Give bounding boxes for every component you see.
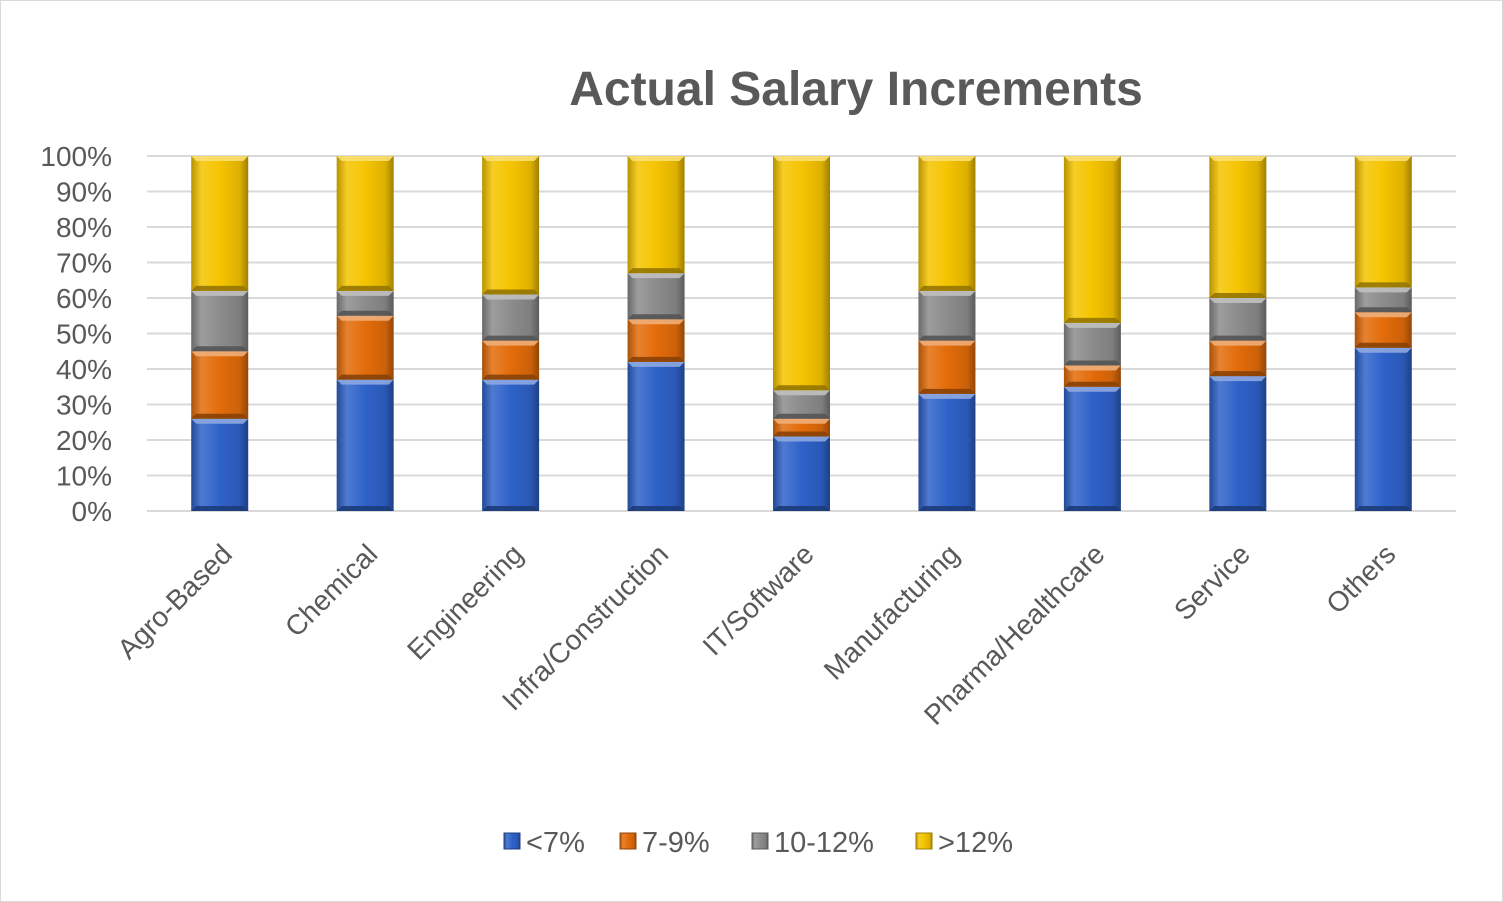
bar-segment-infra-construction-7-9pct [627,319,685,362]
bar-segment-chemical-7-9pct [336,315,394,380]
bar-segment-others-10-12pct [1354,287,1412,313]
legend-label: 10-12% [774,827,874,859]
bar-stack-chemical [336,156,394,511]
bar-segment-others-7-9pct [1354,312,1412,348]
bar-segment-infra-construction-over-12pct [627,156,685,274]
y-tick-label: 70% [56,248,112,279]
bar-segment-engineering-7-9pct [482,340,540,380]
bar-segment-manufacturing-under-7pct [918,393,976,511]
legend-swatch [915,832,933,850]
legend-swatch [619,832,637,850]
bar-stack-agro-based [191,156,249,511]
x-tick-label: Others [1320,538,1401,619]
bar-stack-engineering [482,156,540,511]
y-tick-label: 20% [56,425,112,456]
legend-label: <7% [526,827,585,859]
y-axis: 0% 10% 20% 30% 40% 50% 60% 70% 80% 90% 100% [40,141,112,527]
y-tick-label: 50% [56,319,112,350]
legend-item-10-12pct: 10-12% [751,827,874,859]
bar-segment-agro-based-7-9pct [191,351,249,419]
bars [191,156,1412,511]
bar-segment-chemical-10-12pct [336,290,394,316]
x-tick-label: Engineering [401,538,529,666]
legend-swatch [751,832,769,850]
y-tick-label: 10% [56,461,112,492]
bar-segment-engineering-10-12pct [482,294,540,341]
y-tick-label: 100% [40,141,112,172]
legend-item-over-12pct: >12% [915,827,1013,859]
x-tick-label: IT/Software [697,538,820,661]
x-tick-label: Manufacturing [818,538,965,685]
bar-segment-it-software-over-12pct [773,156,830,391]
bar-segment-pharma-healthcare-over-12pct [1063,156,1121,323]
bar-segment-engineering-over-12pct [482,156,540,295]
chart-title: Actual Salary Increments [569,63,1143,116]
bar-segment-others-under-7pct [1354,347,1412,511]
bar-stack-manufacturing [918,156,976,511]
bar-stack-it-software [773,156,830,511]
bar-segment-agro-based-under-7pct [191,418,249,511]
x-tick-label: Agro-Based [111,538,237,664]
bar-segment-manufacturing-over-12pct [918,156,976,291]
bar-segment-it-software-7-9pct [773,418,830,437]
bar-segment-agro-based-over-12pct [191,156,249,291]
bar-segment-it-software-under-7pct [773,436,830,511]
x-axis: Agro-Based Chemical EngineeringInfra/Const… [111,538,1401,730]
bar-segment-manufacturing-7-9pct [918,340,976,394]
bar-segment-agro-based-10-12pct [191,290,249,352]
x-tick-label: Service [1168,538,1256,626]
bar-segment-others-over-12pct [1354,156,1412,288]
bar-segment-manufacturing-10-12pct [918,290,976,341]
bar-segment-service-7-9pct [1209,340,1267,377]
y-tick-label: 0% [72,496,112,527]
bar-segment-service-over-12pct [1209,156,1267,298]
bar-segment-infra-construction-10-12pct [627,273,685,320]
bar-segment-pharma-healthcare-under-7pct [1063,386,1121,511]
y-tick-label: 90% [56,177,112,208]
bar-segment-infra-construction-under-7pct [627,361,685,511]
y-tick-label: 40% [56,354,112,385]
bar-segment-service-10-12pct [1209,298,1267,341]
bar-segment-pharma-healthcare-10-12pct [1063,322,1121,366]
bar-stack-infra-construction [627,156,685,511]
legend-item-7-9pct: 7-9% [619,827,710,859]
bar-segment-chemical-under-7pct [336,379,394,511]
legend-label: >12% [938,827,1013,859]
bar-segment-it-software-10-12pct [773,390,830,419]
bar-stack-others [1354,156,1412,511]
bar-segment-pharma-healthcare-7-9pct [1063,365,1121,387]
x-tick-label: Chemical [279,538,383,642]
y-tick-label: 80% [56,212,112,243]
bar-stack-service [1209,156,1267,511]
bar-segment-chemical-over-12pct [336,156,394,291]
y-tick-label: 30% [56,390,112,421]
bar-segment-engineering-under-7pct [482,379,540,511]
legend: <7% 7-9% 10-12% >12% [503,827,1013,859]
legend-item-under-7pct: <7% [503,827,585,859]
legend-label: 7-9% [642,827,710,859]
y-tick-label: 60% [56,283,112,314]
bar-stack-pharma-healthcare [1063,156,1121,511]
bar-segment-service-under-7pct [1209,376,1267,511]
legend-swatch [503,832,521,850]
